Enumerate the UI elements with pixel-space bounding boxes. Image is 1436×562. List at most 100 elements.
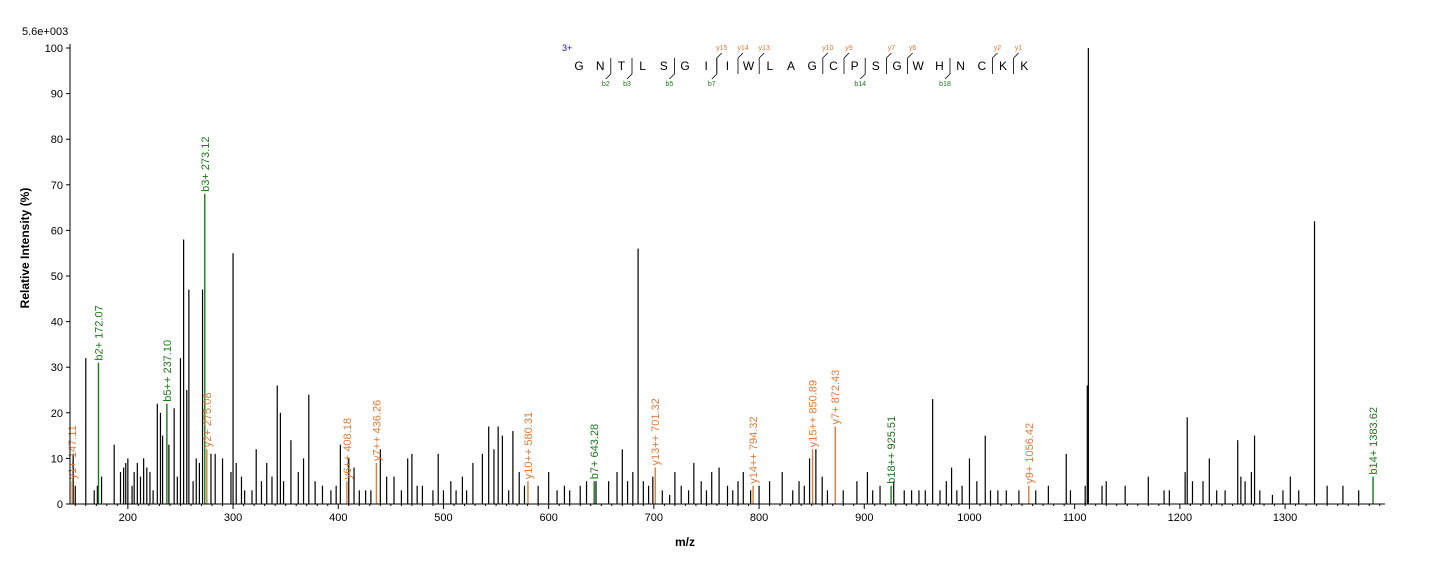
sequence-residue: H — [935, 59, 944, 73]
x-tick-label: 400 — [329, 512, 347, 524]
y-fragment-bracket — [758, 52, 765, 74]
y-tick-label: 10 — [51, 453, 63, 465]
sequence-residue: K — [1020, 59, 1028, 73]
x-tick-label: 700 — [645, 512, 663, 524]
sequence-residue: A — [787, 59, 795, 73]
y-fragment-bracket — [716, 52, 723, 74]
y-fragment-label: y6 — [909, 45, 917, 52]
sequence-residue: T — [618, 59, 626, 73]
y-tick-label: 50 — [51, 271, 63, 283]
sequence-residue: W — [743, 59, 755, 73]
intensity-scale-label: 5.6e+003 — [22, 26, 68, 38]
b-fragment-label: b14 — [854, 81, 866, 88]
y-tick-layer: 0 10 20 30 40 50 60 70 80 90 100 — [45, 43, 70, 511]
y-tick-label: 0 — [57, 499, 63, 511]
peak-label: b7+ 643.28 — [589, 424, 601, 479]
sequence-residue: L — [766, 59, 773, 73]
y-tick-label: 30 — [51, 362, 63, 374]
peak-layer — [72, 48, 1360, 504]
peak-label: y1+ 147.11 — [67, 425, 79, 479]
peak-label: y10++ 580.31 — [523, 412, 535, 479]
b-fragment-bracket — [859, 58, 866, 80]
sequence-residue: N — [956, 59, 965, 73]
y-fragment-label: y2 — [994, 45, 1002, 52]
peak-label: y14++ 794.32 — [748, 416, 760, 483]
y-tick-label: 40 — [51, 317, 63, 329]
peak-label: b2+ 172.07 — [93, 305, 105, 360]
b-fragment-label: b7 — [708, 81, 716, 88]
x-tick-label: 1000 — [957, 512, 981, 524]
x-tick-label: 1200 — [1168, 512, 1192, 524]
y-fragment-bracket — [843, 52, 850, 74]
y-tick-label: 60 — [51, 225, 63, 237]
y-tick-label: 80 — [51, 134, 63, 146]
x-tick-label: 600 — [539, 512, 557, 524]
peak-label: y9+ 1056.42 — [1024, 423, 1036, 484]
x-axis-title: m/z — [675, 535, 695, 549]
peak-label: y7++ 436.26 — [371, 400, 383, 461]
annotated-peak-layer: y1+ 147.11 b2+ 172.07 b5++ 237.10 b3+ 273.1… — [67, 137, 1380, 504]
sequence-residue: L — [639, 59, 646, 73]
sequence-residue: K — [999, 59, 1007, 73]
y-fragment-label: y7 — [888, 45, 896, 52]
x-tick-label: 200 — [119, 512, 137, 524]
sequence-residue: I — [726, 59, 729, 73]
peak-label: y6++ 408.18 — [342, 418, 354, 479]
sequence-residue: C — [977, 59, 986, 73]
x-tick-label: 1300 — [1273, 512, 1297, 524]
y-fragment-label: y14 — [737, 45, 748, 52]
y-fragment-bracket — [737, 52, 744, 74]
sequence-residue: S — [872, 59, 880, 73]
y-tick-label: 100 — [45, 43, 63, 55]
sequence-residue: G — [574, 59, 583, 73]
x-tick-label: 800 — [750, 512, 768, 524]
peak-label: b14+ 1383.62 — [1368, 407, 1380, 475]
x-tick-layer: 200 300 400 500 600 700 800 900 1000 1100 1200 1300 — [74, 504, 1381, 524]
b-fragment-label: b18 — [939, 81, 951, 88]
y-fragment-bracket — [992, 52, 998, 74]
peak-label: y7+ 872.43 — [830, 370, 842, 425]
y-tick-label: 90 — [51, 89, 63, 101]
peak-label: b5++ 237.10 — [162, 340, 174, 402]
sequence-residue: P — [851, 59, 859, 73]
b-fragment-bracket — [944, 58, 951, 80]
b-fragment-label: b2 — [602, 81, 610, 88]
y-fragment-label: y9 — [845, 45, 853, 52]
x-tick-label: 900 — [855, 512, 873, 524]
sequence-residue: N — [596, 59, 605, 73]
x-tick-label: 1100 — [1063, 512, 1087, 524]
y-fragment-bracket — [822, 52, 829, 74]
sequence-residue: W — [913, 59, 925, 73]
b-fragment-bracket — [711, 58, 718, 80]
y-fragment-bracket — [907, 52, 913, 74]
sequence-residue: I — [705, 59, 708, 73]
b-fragment-label: b3 — [623, 81, 631, 88]
b-fragment-bracket — [626, 58, 633, 80]
y-fragment-label: y10 — [822, 45, 833, 52]
peak-label: b18++ 925.51 — [886, 416, 898, 484]
b-fragment-bracket — [669, 58, 675, 80]
y-fragment-label: y1 — [1015, 45, 1023, 52]
x-tick-label: 500 — [434, 512, 452, 524]
sequence-residue: S — [660, 59, 668, 73]
y-tick-label: 70 — [51, 180, 63, 192]
y-axis-title: Relative Intensity (%) — [18, 188, 32, 309]
sequence-residue: C — [829, 59, 838, 73]
y-tick-label: 20 — [51, 408, 63, 420]
y-fragment-bracket — [886, 52, 892, 74]
sequence-residue: G — [808, 59, 817, 73]
y-fragment-label: y15 — [716, 45, 727, 52]
precursor-charge: 3+ — [562, 43, 572, 53]
peak-label: y2+ 275.08 — [202, 393, 214, 448]
y-fragment-label: y13 — [759, 45, 770, 52]
sequence-residue: G — [892, 59, 901, 73]
sequence-residue: G — [680, 59, 689, 73]
peak-label: y13++ 701.32 — [650, 398, 662, 465]
y-fragment-bracket — [1013, 52, 1019, 74]
b-fragment-bracket — [605, 58, 612, 80]
b-fragment-label: b5 — [666, 81, 674, 88]
peak-label: y15++ 850.89 — [808, 380, 820, 447]
peak-label: b3+ 273.12 — [200, 137, 212, 192]
